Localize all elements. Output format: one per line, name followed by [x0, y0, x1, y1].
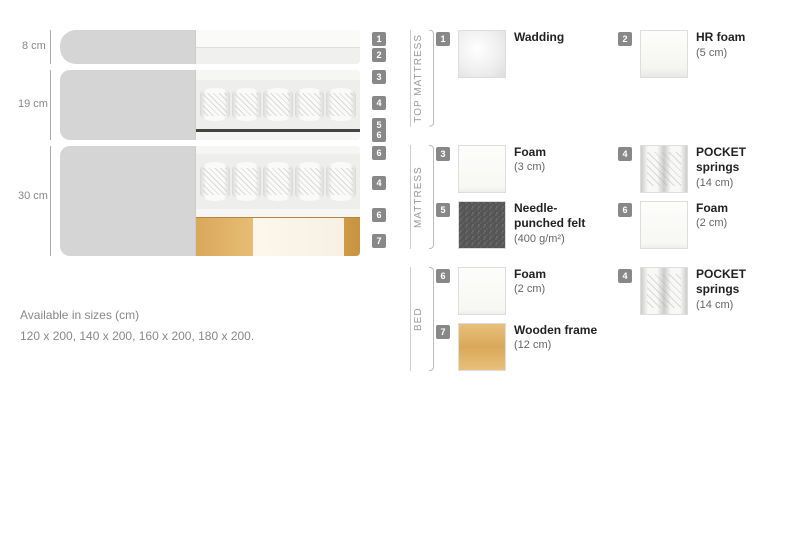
mattress-cross-section: 8 cm 19 cm 30 cm 1 2 [60, 30, 360, 256]
swatch-pocket [640, 145, 688, 193]
legend-text: POCKET springs(14 cm) [696, 267, 780, 312]
legend-item: 4 POCKET springs(14 cm) [618, 267, 780, 315]
legend-title: POCKET springs [696, 267, 780, 298]
legend-detail: (400 g/m²) [514, 232, 598, 246]
swatch-felt [458, 201, 506, 249]
legend-text: Foam(3 cm) [514, 145, 546, 175]
swatch-pocket [640, 267, 688, 315]
legend-detail: (14 cm) [696, 298, 780, 312]
callout-7: 7 [372, 234, 386, 248]
legend-detail: (14 cm) [696, 176, 780, 190]
legend-title: Foam [514, 267, 546, 283]
section-label: BED [410, 267, 426, 371]
callout-2: 2 [372, 48, 386, 62]
legend-title: Needle-punched felt [514, 201, 598, 232]
legend-text: POCKET springs(14 cm) [696, 145, 780, 190]
legend-item: 7 Wooden frame(12 cm) [436, 323, 598, 371]
legend-text: Needle-punched felt(400 g/m²) [514, 201, 598, 246]
cross-section-panel: 8 cm 19 cm 30 cm 1 2 [20, 30, 380, 389]
callout-4b: 4 [372, 176, 386, 190]
legend-item: 6 Foam(2 cm) [436, 267, 598, 315]
legend-detail: (2 cm) [514, 282, 546, 296]
legend-title: Foam [514, 145, 546, 161]
legend-badge: 5 [436, 203, 450, 217]
sizes-info: Available in sizes (cm) 120 x 200, 140 x… [20, 306, 380, 346]
legend-item: 1 Wadding [436, 30, 598, 127]
callout-6c: 6 [372, 208, 386, 222]
legend-item: 3 Foam(3 cm) [436, 145, 598, 193]
legend-badge: 1 [436, 32, 450, 46]
section-label: MATTRESS [410, 145, 426, 249]
legend-panel: TOP MATTRESS 1 Wadding 2 HR foam(5 cm) MATTRE… [410, 30, 780, 389]
legend-text: Foam(2 cm) [514, 267, 546, 297]
dim-mid: 19 cm [18, 98, 48, 110]
callout-4: 4 [372, 96, 386, 110]
legend-detail: (3 cm) [514, 160, 546, 174]
legend-section: MATTRESS3Foam(3 cm)4POCKET springs(14 cm… [410, 145, 780, 249]
legend-badge: 6 [618, 203, 632, 217]
sizes-list: 120 x 200, 140 x 200, 160 x 200, 180 x 2… [20, 327, 380, 346]
legend-detail: (2 cm) [696, 216, 728, 230]
legend-title: Wadding [514, 30, 564, 46]
main-container: 8 cm 19 cm 30 cm 1 2 [0, 0, 800, 419]
callout-6: 6 [372, 128, 386, 142]
legend-item: 5 Needle-punched felt(400 g/m²) [436, 201, 598, 249]
swatch-hrfoam [640, 30, 688, 78]
legend-item: 4 POCKET springs(14 cm) [618, 145, 780, 193]
callout-6b: 6 [372, 146, 386, 160]
legend-section: TOP MATTRESS 1 Wadding 2 HR foam(5 cm) [410, 30, 780, 127]
layer-bed: 6 4 6 7 [60, 146, 360, 256]
legend-title: Wooden frame [514, 323, 597, 339]
legend-detail: (5 cm) [696, 46, 745, 60]
legend-item: 6 Foam(2 cm) [618, 201, 780, 249]
layer-top-mattress: 1 2 [60, 30, 360, 64]
legend-item: 2 HR foam(5 cm) [618, 30, 780, 127]
callout-3: 3 [372, 70, 386, 84]
legend-detail: (12 cm) [514, 338, 597, 352]
section-items: 1 Wadding 2 HR foam(5 cm) [436, 30, 780, 127]
layer-mattress: 3 4 5 6 [60, 70, 360, 140]
legend-text: Foam(2 cm) [696, 201, 728, 231]
legend-badge: 7 [436, 325, 450, 339]
legend-title: Foam [696, 201, 728, 217]
legend-text: HR foam(5 cm) [696, 30, 745, 60]
dim-top: 8 cm [22, 40, 46, 52]
callout-1: 1 [372, 32, 386, 46]
legend-title: HR foam [696, 30, 745, 46]
swatch-wadding [458, 30, 506, 78]
legend-badge: 6 [436, 269, 450, 283]
legend-badge: 3 [436, 147, 450, 161]
section-items: 3Foam(3 cm)4POCKET springs(14 cm)5Needle… [436, 145, 780, 249]
section-items: 6 Foam(2 cm) 4 POCKET springs(14 cm) 7 Wooden… [436, 267, 780, 371]
legend-badge: 4 [618, 269, 632, 283]
legend-title: POCKET springs [696, 145, 780, 176]
sizes-title: Available in sizes (cm) [20, 306, 380, 325]
dim-bot: 30 cm [18, 190, 48, 202]
legend-section: BED 6 Foam(2 cm) 4 POCKET springs(14 cm) 7 Woo… [410, 267, 780, 371]
swatch-foam [458, 145, 506, 193]
legend-badge: 2 [618, 32, 632, 46]
swatch-foam [458, 267, 506, 315]
swatch-wood [458, 323, 506, 371]
legend-badge: 4 [618, 147, 632, 161]
legend-text: Wooden frame(12 cm) [514, 323, 597, 353]
section-label: TOP MATTRESS [410, 30, 426, 127]
swatch-foam [640, 201, 688, 249]
legend-text: Wadding [514, 30, 564, 46]
